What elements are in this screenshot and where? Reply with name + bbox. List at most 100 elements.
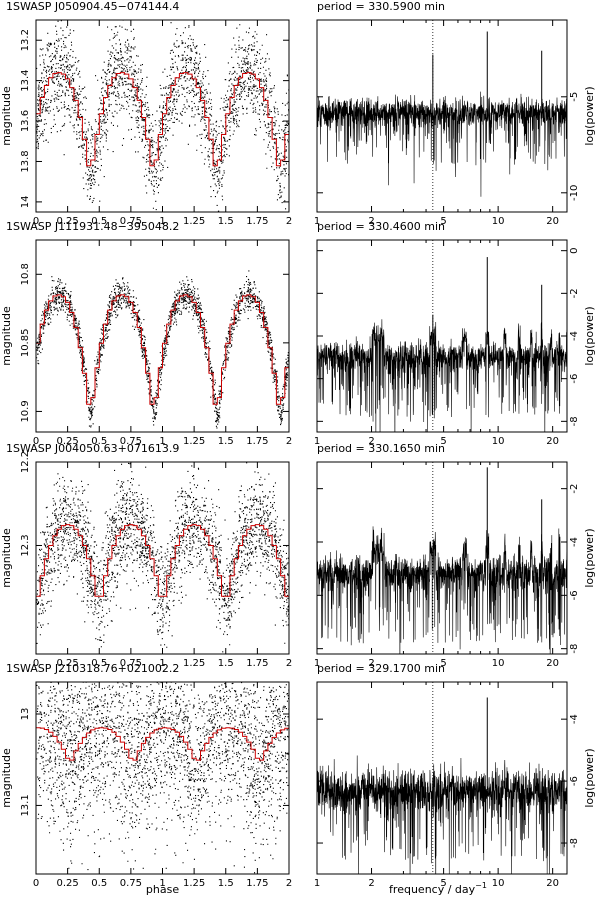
x-tick-label: 2	[368, 436, 374, 447]
object-title: 1SWASP J050904.45−074144.4	[6, 0, 179, 13]
y-axis-label: magnitude	[0, 528, 13, 588]
x-tick-label: 2	[286, 878, 292, 889]
periodogram-panel-4: 1 2 5 10 20 -4 -6 -8 period = 329.1700 min log(po…	[314, 662, 596, 889]
periodogram-panel-1: 1 2 5 10 20 -5 -10 period = 330.5900 min log(pow…	[314, 0, 596, 227]
x-tick-label: 0	[33, 436, 39, 447]
plot-frame	[35, 461, 290, 655]
y-tick-label: -4	[569, 331, 580, 341]
x-tick-label: 5	[440, 878, 446, 889]
object-title: 1SWASP J210318.76+021002.2	[6, 662, 179, 675]
y-tick-label: 10.85	[20, 329, 31, 358]
x-tick-label: 0.5	[91, 878, 107, 889]
data-points	[36, 462, 289, 653]
y-tick-label: -4	[569, 537, 580, 547]
x-tick-label: 2	[368, 878, 374, 889]
x-tick-label: 2	[286, 658, 292, 669]
periodogram-panel-3: 1 2 5 10 20 -2 -4 -6 -8 period = 330.1650 min log(…	[314, 442, 596, 669]
x-tick-label: 1	[314, 436, 320, 447]
x-tick-label: 20	[546, 436, 559, 447]
photometry-points	[36, 462, 289, 653]
x-tick-label: 0.25	[56, 658, 78, 669]
x-axis-label-phase: phase	[146, 883, 179, 896]
x-tick-label: 1	[314, 216, 320, 227]
x-tick-label: 1.75	[246, 658, 268, 669]
data-points	[36, 682, 289, 874]
x-tick-label: 0.5	[91, 658, 107, 669]
x-tick-label: 1.25	[183, 216, 205, 227]
periodogram-panel-2: 1 2 5 10 20 0 -2 -4 -6 -8 period = 330.4600 min log…	[314, 220, 596, 447]
y-tick-label: 0	[569, 247, 580, 253]
binned-mean-curve	[36, 72, 289, 167]
y-tick-label: -6	[569, 776, 580, 786]
x-tick-label: 0.25	[56, 878, 78, 889]
x-tick-label: 0.75	[120, 658, 142, 669]
binned-mean-curve	[36, 727, 289, 761]
y-axis-label: log(power)	[583, 748, 596, 807]
x-tick-label: 5	[440, 436, 446, 447]
x-tick-label: 2	[368, 216, 374, 227]
lightcurve-panel-1: 0 0.25 0.5 0.75 1 1.25 1.5 1.75 2 13.2 13.4 13.6 13.…	[0, 0, 292, 227]
y-tick-label: 13	[20, 708, 31, 721]
y-axis-label: magnitude	[0, 748, 13, 808]
power-spectrum	[317, 526, 567, 654]
x-tick-label: 2	[368, 658, 374, 669]
y-axis-label: log(power)	[583, 528, 596, 587]
photometry-points	[36, 20, 289, 212]
x-tick-label: 0	[33, 878, 39, 889]
y-axis-label: magnitude	[0, 86, 13, 146]
plot-frame	[316, 681, 568, 875]
x-tick-label: 1	[159, 658, 165, 669]
y-axis-label: magnitude	[0, 306, 13, 366]
x-tick-label: 0	[33, 216, 39, 227]
x-tick-label: 0.25	[56, 216, 78, 227]
x-tick-label: 1.75	[246, 436, 268, 447]
y-tick-label: -4	[569, 714, 580, 724]
lightcurve-panel-2: 0 0.25 0.5 0.75 1 1.25 1.5 1.75 2 10.8 10.85 10.9 1S…	[0, 220, 292, 447]
x-tick-label: 2	[286, 436, 292, 447]
x-tick-label: 0.75	[120, 436, 142, 447]
x-tick-label: 1.5	[218, 658, 234, 669]
y-tick-label: -8	[569, 416, 580, 426]
x-tick-label: 2	[286, 216, 292, 227]
y-tick-label: 10.8	[20, 263, 31, 285]
x-tick-label: 1.5	[218, 216, 234, 227]
period-title: period = 330.5900 min	[317, 0, 445, 13]
x-tick-label: 10	[492, 436, 505, 447]
x-tick-label: 20	[546, 878, 559, 889]
x-tick-label: 5	[440, 658, 446, 669]
y-tick-label: -10	[569, 185, 580, 201]
power-spectrum	[317, 91, 567, 197]
data-points	[36, 270, 289, 429]
y-tick-label: 13.6	[20, 110, 31, 132]
plot-frame	[35, 239, 290, 433]
x-tick-label: 0.5	[91, 436, 107, 447]
period-title: period = 329.1700 min	[317, 662, 445, 675]
y-tick-label: -6	[569, 374, 580, 384]
x-tick-label: 10	[492, 216, 505, 227]
plot-frame	[35, 681, 290, 875]
x-tick-label: 1.25	[183, 878, 205, 889]
data-points	[36, 20, 289, 212]
plot-frame	[316, 239, 568, 433]
plot-frame	[316, 19, 568, 213]
y-axis-label: log(power)	[583, 86, 596, 145]
x-axis-label-frequency: frequency / day−1	[389, 881, 487, 896]
power-spectrum	[317, 755, 567, 874]
y-tick-label: 10.9	[20, 400, 31, 422]
y-tick-label: 12.3	[20, 534, 31, 556]
y-tick-label: -8	[569, 644, 580, 654]
x-tick-label: 0.25	[56, 436, 78, 447]
x-tick-label: 1	[314, 658, 320, 669]
photometry-points	[36, 270, 289, 429]
x-tick-label: 0	[33, 658, 39, 669]
binned-mean-curve	[36, 524, 289, 597]
x-tick-label: 0.75	[120, 878, 142, 889]
x-tick-label: 1	[159, 216, 165, 227]
x-tick-label: 1.75	[246, 216, 268, 227]
x-tick-label: 1	[159, 878, 165, 889]
period-title: period = 330.4600 min	[317, 220, 445, 233]
period-title: period = 330.1650 min	[317, 442, 445, 455]
x-tick-label: 1.25	[183, 658, 205, 669]
y-axis-label: log(power)	[583, 306, 596, 365]
